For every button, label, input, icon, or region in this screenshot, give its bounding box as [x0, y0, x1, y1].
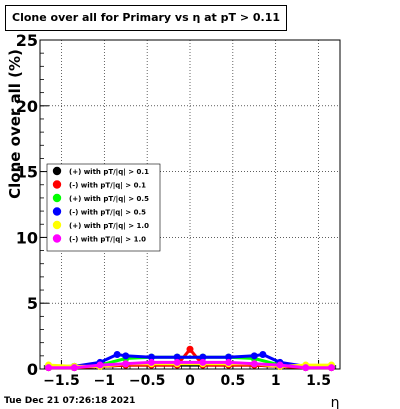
- data-point: [225, 353, 233, 361]
- data-point: [302, 364, 310, 372]
- legend: (+) with pT/|q| > 0.1 (-) with pT/|q| > 0…: [46, 163, 161, 252]
- legend-marker: [52, 207, 62, 216]
- legend-marker: [52, 220, 62, 230]
- data-point: [199, 353, 207, 361]
- data-point: [122, 352, 130, 360]
- data-point: [45, 364, 53, 372]
- timestamp: Tue Dec 21 07:26:18 2021: [4, 396, 136, 406]
- legend-marker: [52, 180, 62, 189]
- axes: −1.5 −1 −0.5 0 0.5 1 1.5 0 5 10 15 20 25: [16, 31, 337, 389]
- x-tick-label: 0.5: [220, 373, 245, 389]
- series-line: [48, 360, 332, 370]
- legend-entry: (+) with pT/|q| > 0.1: [69, 168, 149, 177]
- series-5: [45, 358, 335, 372]
- y-tick-label: 5: [27, 294, 38, 313]
- legend-marker: [52, 234, 62, 243]
- x-tick-label: −0.5: [129, 373, 166, 389]
- data-point: [113, 351, 121, 359]
- y-tick-label: 20: [16, 97, 38, 116]
- data-point: [250, 360, 258, 368]
- y-tick-label: 10: [16, 228, 38, 247]
- data-point: [96, 361, 104, 369]
- x-tick-label: 1.5: [306, 373, 331, 389]
- data-point: [199, 358, 207, 366]
- y-tick-label: 0: [27, 360, 38, 379]
- x-tick-label: −1: [94, 373, 115, 389]
- legend-entry: (-) with pT/|q| > 0.5: [69, 209, 146, 218]
- data-point: [276, 361, 284, 369]
- data-point: [122, 360, 130, 368]
- chart-title: Clone over all for Primary vs η at pT > …: [5, 5, 288, 31]
- data-point: [186, 345, 194, 353]
- x-axis-label: η: [331, 395, 340, 409]
- x-tick-label: −1.5: [43, 373, 80, 389]
- legend-entry: (+) with pT/|q| > 1.0: [69, 222, 149, 231]
- grid: [40, 40, 340, 369]
- legend-box: [46, 163, 161, 252]
- data-point: [259, 351, 267, 359]
- legend-entry: (+) with pT/|q| > 0.5: [69, 195, 149, 204]
- legend-marker: [52, 166, 62, 176]
- legend-marker: [52, 193, 62, 203]
- data-point: [70, 364, 78, 372]
- data-point: [173, 353, 181, 361]
- data-point: [225, 358, 233, 366]
- data-point: [173, 358, 181, 366]
- y-axis-label: Clone over all (%): [6, 49, 24, 199]
- x-tick-label: 1: [271, 373, 281, 389]
- data-point: [327, 364, 335, 372]
- x-tick-label: 0: [185, 373, 195, 389]
- data-point: [250, 352, 258, 360]
- data-point: [147, 358, 155, 366]
- data-point: [147, 353, 155, 361]
- y-tick-label: 25: [16, 31, 38, 50]
- legend-entry: (-) with pT/|q| > 0.1: [69, 182, 146, 191]
- data-marks: [45, 345, 335, 372]
- legend-entry: (-) with pT/|q| > 1.0: [69, 236, 146, 245]
- y-tick-label: 15: [16, 163, 38, 182]
